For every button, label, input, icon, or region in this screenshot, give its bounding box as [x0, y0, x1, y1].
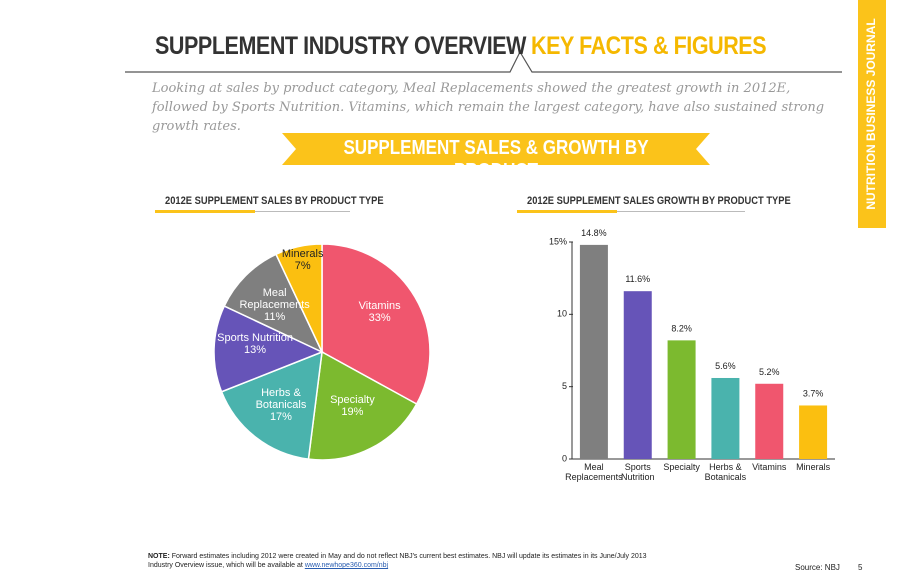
value-label: 8.2% [671, 323, 692, 333]
header-rule [125, 50, 842, 73]
chart-title: 2012E SUPPLEMENT SALES BY PRODUCT TYPE [165, 195, 384, 207]
x-tick-label: Herbs & Botanicals [704, 462, 747, 482]
note-label: NOTE: [148, 553, 170, 560]
intro: Looking at sales by product category, Me… [152, 81, 825, 134]
bar [667, 340, 696, 459]
note-text: Forward estimates including 2012 were cr… [148, 553, 647, 569]
value-label: 5.6% [715, 361, 736, 371]
slice-category: Specialty [330, 393, 375, 406]
pie-slice [220, 350, 323, 460]
bar [755, 383, 784, 459]
slice-label: Sports Nutrition 13% [215, 332, 295, 356]
value-label: 14.8% [581, 228, 607, 238]
chart-title: 2012E SUPPLEMENT SALES GROWTH BY PRODUCT… [527, 195, 791, 207]
source: Source: NBJ [795, 563, 840, 572]
x-tick-label: Sports Nutrition [620, 462, 655, 482]
slice-label: Vitamins 33% [340, 300, 420, 324]
pie-slice [321, 243, 431, 406]
title-accent: KEY FACTS & FIGURES [531, 32, 767, 60]
pie-slice [223, 253, 324, 354]
pie-slice [275, 243, 323, 353]
slice-category: Minerals [281, 247, 324, 260]
slice-label: Meal Replacements 11% [235, 287, 315, 323]
value-label: 3.7% [803, 388, 824, 398]
slice-category: Vitamins [358, 299, 401, 312]
subtitle-underline [155, 210, 255, 213]
y-tick-label: 0 [562, 453, 567, 463]
x-tick-label: Specialty [663, 462, 700, 472]
slice-value: 33% [368, 311, 391, 324]
bar [579, 244, 608, 459]
slice-value: 13% [244, 343, 267, 356]
side-bar [858, 0, 886, 228]
bar [711, 377, 740, 459]
y-tick-label: 15% [549, 236, 567, 246]
banner-text: SUPPLEMENT SALES & GROWTH BY PRODUCT [343, 137, 649, 182]
y-tick-label: 10 [557, 309, 567, 319]
value-label: 5.2% [759, 367, 780, 377]
slice-value: 19% [341, 405, 364, 418]
slice-label: Herbs & Botanicals 17% [241, 387, 321, 423]
subtitle-underline [517, 210, 617, 213]
page-number: 5 [858, 563, 863, 572]
bar [799, 405, 828, 459]
slice-label: Specialty 19% [312, 394, 392, 418]
footnote: NOTE: Forward estimates including 2012 w… [148, 552, 668, 570]
title: SUPPLEMENT INDUSTRY OVERVIEW [155, 32, 527, 60]
y-tick-label: 5 [562, 381, 567, 391]
slice-value: 11% [264, 310, 286, 323]
x-tick-label: Vitamins [752, 462, 787, 472]
pie-slice [307, 350, 418, 461]
pie-slice [213, 305, 324, 393]
slice-category: Herbs & Botanicals [255, 386, 307, 411]
slice-label: Minerals 7% [263, 248, 343, 272]
slice-category: Sports Nutrition [217, 331, 293, 344]
slice-category: Meal Replacements [239, 286, 310, 311]
bar [623, 291, 652, 459]
banner-ribbon [282, 133, 710, 165]
slice-value: 7% [294, 259, 311, 272]
x-tick-label: Minerals [796, 462, 831, 472]
slice-value: 17% [269, 410, 292, 423]
note-link[interactable]: www.newhope360.com/nbj [304, 562, 389, 569]
value-label: 11.6% [625, 274, 650, 284]
side-label: NUTRITION BUSINESS JOURNAL [864, 18, 878, 209]
x-tick-label: Meal Replacements [565, 462, 623, 482]
